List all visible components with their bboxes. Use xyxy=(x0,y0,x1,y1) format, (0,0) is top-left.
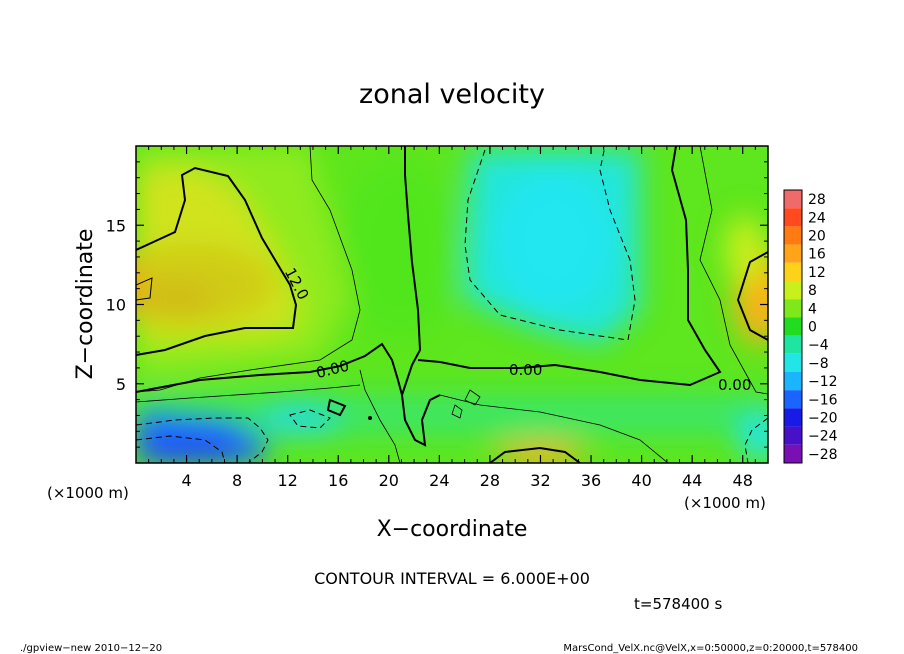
x-tick-label: 16 xyxy=(328,471,348,490)
x-tick-label: 32 xyxy=(530,471,550,490)
colorbar-swatch xyxy=(784,262,802,281)
colorbar-swatch xyxy=(784,244,802,263)
colorbar-label: 28 xyxy=(808,192,826,208)
colorbar-label: 12 xyxy=(808,265,826,281)
footer-right: MarsCond_VelX.nc@VelX,x=0:50000,z=0:2000… xyxy=(563,643,858,654)
colorbar-label: −12 xyxy=(808,374,838,390)
y-axis: 5 10 15 xyxy=(106,161,768,448)
colorbar-label: 0 xyxy=(808,320,817,336)
colorbar-label: 4 xyxy=(808,301,817,317)
x-tick-label: 4 xyxy=(181,471,191,490)
colorbar-label: 16 xyxy=(808,247,826,263)
chart-title: zonal velocity xyxy=(359,79,545,110)
colorbar-swatch xyxy=(784,335,802,354)
colorbar-label: 24 xyxy=(808,210,826,226)
x-tick-label: 48 xyxy=(733,471,753,490)
colorbar-swatch xyxy=(784,444,802,463)
colorbar: 28 24 20 16 12 8 4 0 −4 −8 −12 −16 −20 −24 −28 xyxy=(783,189,838,464)
colorbar-swatch xyxy=(784,317,802,336)
colorbar-swatch xyxy=(784,299,802,318)
x-tick-label: 12 xyxy=(278,471,298,490)
contour-label-zero-middle: 0.00 xyxy=(509,361,542,379)
y-axis-title: Z−coordinate xyxy=(73,229,98,380)
y-tick-label: 10 xyxy=(106,296,126,315)
x-tick-label: 8 xyxy=(232,471,242,490)
y-tick-label: 15 xyxy=(106,216,126,235)
footer-left: ./gpview−new 2010−12−20 xyxy=(20,643,162,654)
colorbar-label: −16 xyxy=(808,392,838,408)
x-axis-title: X−coordinate xyxy=(377,517,528,542)
x-unit-right: (×1000 m) xyxy=(684,494,766,512)
contour-interval-label: CONTOUR INTERVAL = 6.000E+00 xyxy=(314,569,590,588)
time-label: t=578400 s xyxy=(634,595,722,613)
colorbar-swatch xyxy=(784,208,802,227)
colorbar-label: −28 xyxy=(808,447,838,463)
colorbar-swatch xyxy=(784,281,802,300)
x-tick-label: 44 xyxy=(682,471,702,490)
colorbar-swatch xyxy=(784,426,802,445)
x-axis: 4 8 12 16 20 24 28 32 36 40 44 48 xyxy=(148,146,756,490)
colorbar-label: −24 xyxy=(808,429,838,445)
colorbar-swatch xyxy=(784,390,802,409)
colorbar-label: −20 xyxy=(808,411,838,427)
x-tick-label: 20 xyxy=(379,471,399,490)
colorbar-swatch xyxy=(784,408,802,427)
colorbar-label: 8 xyxy=(808,283,817,299)
contour-label-zero-right: 0.00 xyxy=(718,376,751,394)
colorbar-swatch xyxy=(784,372,802,391)
colorbar-label: 20 xyxy=(808,229,826,245)
colorbar-swatch xyxy=(784,226,802,245)
x-unit-left: (×1000 m) xyxy=(47,484,129,502)
colorbar-label: −8 xyxy=(808,356,829,372)
x-tick-label: 40 xyxy=(631,471,651,490)
colorbar-frame xyxy=(783,189,803,464)
colorbar-label: −4 xyxy=(808,338,829,354)
colorbar-swatch xyxy=(784,190,802,209)
x-tick-label: 28 xyxy=(480,471,500,490)
x-tick-label: 36 xyxy=(581,471,601,490)
y-tick-label: 5 xyxy=(116,375,126,394)
x-tick-label: 24 xyxy=(429,471,449,490)
colorbar-swatch xyxy=(784,353,802,372)
heatmap-field xyxy=(136,146,768,463)
